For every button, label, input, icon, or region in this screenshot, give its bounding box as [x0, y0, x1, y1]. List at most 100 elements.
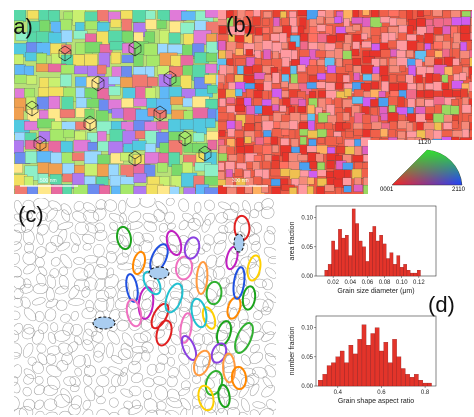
y-axis-label: number fraction	[289, 327, 296, 376]
x-tick-label: 0.04	[344, 280, 356, 286]
unit-cell-icon	[91, 75, 105, 92]
panel-label-d: (d)	[428, 292, 455, 317]
x-tick-label: 0.12	[413, 280, 425, 286]
highlighted-grain	[92, 316, 116, 330]
histogram-bar	[345, 235, 349, 277]
unit-cell-icon	[128, 150, 142, 167]
panel-label-a: (a)	[14, 14, 33, 39]
histogram-bar	[399, 267, 404, 277]
histogram-bar	[374, 327, 380, 387]
histogram-bar	[327, 264, 332, 277]
histogram-bar	[418, 380, 423, 387]
unit-cell-icon	[58, 45, 72, 62]
histogram-bar	[375, 240, 380, 277]
histogram-bar	[406, 270, 411, 277]
histogram-bar	[386, 258, 390, 277]
histogram-bar	[422, 382, 428, 387]
ipf-label-top: 11̅2̅0	[418, 140, 431, 146]
x-axis-label: Grain shape aspect ratio	[338, 398, 414, 405]
histogram-bar	[372, 226, 377, 277]
panel-label-c: (c)	[18, 202, 44, 227]
panel-c-grain-outline: (c)	[14, 198, 276, 415]
highlighted-grain	[233, 233, 245, 253]
aspect-ratio-histogram: 0.4 0.6 0.8 0.00 0.05 0.10 Grain shape aspect …	[289, 315, 437, 405]
y-tick-label: 0.00	[301, 274, 313, 280]
y-tick-label: 0.05	[301, 355, 313, 361]
histogram-bar	[369, 232, 373, 277]
histogram-bar	[348, 255, 353, 277]
histogram-bar	[335, 356, 341, 387]
histogram-bar	[362, 246, 366, 277]
x-tick-label: 0.10	[396, 280, 408, 286]
unit-cell-icon	[83, 115, 97, 132]
scale-bar-label: 500 nm	[40, 178, 57, 184]
unit-cell-icon	[128, 40, 142, 57]
histogram-bar	[339, 350, 345, 387]
histogram-bar	[322, 374, 327, 387]
grain-size-histogram: 0.02 0.04 0.06 0.08 0.10 0.12 0.00 0.05 0.10 Grai…	[289, 205, 437, 295]
histogram-bar	[348, 345, 354, 387]
histogram-bar	[365, 261, 370, 277]
histogram-bar	[326, 365, 332, 387]
x-tick-label: 0.06	[362, 280, 374, 286]
unit-cell-icon	[25, 100, 39, 117]
histogram-bar	[379, 350, 384, 387]
unit-cell-icon	[163, 70, 177, 87]
grain-outline-drawing	[14, 198, 276, 415]
histogram-bar	[358, 240, 363, 277]
histogram-bar	[318, 380, 323, 387]
panel-label-b: (b)	[226, 12, 253, 37]
histogram-bar	[331, 362, 336, 387]
histogram-bar	[417, 270, 421, 277]
unit-cell-icon	[153, 105, 167, 122]
panel-a-ebsd-map: 500 nm (a)	[14, 10, 226, 194]
unit-cell-icon	[198, 145, 212, 162]
histogram-bar	[355, 223, 359, 277]
y-axis-label: area fraction	[289, 221, 296, 260]
histogram-bar	[401, 368, 406, 387]
histogram-bar	[351, 208, 356, 277]
scale-bar-label: 300 nm	[232, 178, 249, 184]
histogram-bar	[382, 243, 387, 277]
x-tick-label: 0.6	[377, 390, 386, 396]
x-tick-label: 0.4	[334, 390, 343, 396]
histogram-bar	[405, 374, 410, 387]
histogram-bar	[353, 353, 358, 387]
histogram-bar	[383, 342, 389, 387]
x-axis-label: Grain size diameter (μm)	[337, 288, 414, 295]
histogram-bar	[393, 264, 397, 277]
x-tick-label: 0.8	[421, 390, 430, 396]
histogram-bar	[361, 324, 367, 387]
histogram-bar	[396, 255, 401, 277]
unit-cell-icon	[178, 130, 192, 147]
histogram-bar	[389, 252, 394, 277]
ipf-label-right: 2110	[452, 187, 465, 193]
ipf-color-key: 11̅2̅0 0001 2110	[380, 140, 472, 195]
y-tick-label: 0.00	[301, 384, 313, 390]
y-tick-label: 0.05	[301, 245, 313, 251]
histogram-bar	[338, 229, 342, 277]
histogram-bar	[324, 270, 329, 277]
histogram-bar	[413, 272, 418, 277]
ebsd-map-b	[218, 10, 472, 194]
x-tick-label: 0.08	[379, 280, 391, 286]
histogram-bar	[409, 377, 415, 387]
histogram-bar	[387, 362, 393, 387]
histogram-bar	[410, 272, 414, 277]
histogram-bar	[357, 339, 362, 387]
histogram-bar	[396, 356, 402, 387]
histogram-bar	[414, 374, 419, 387]
ipf-label-left: 0001	[380, 187, 394, 193]
unit-cell-icon	[33, 135, 47, 152]
histogram-bar	[392, 339, 397, 387]
histogram-bar	[344, 362, 349, 387]
y-tick-label: 0.10	[301, 326, 313, 332]
panel-b-ebsd-map: 300 nm (b)	[218, 10, 472, 194]
histogram-bar	[379, 235, 383, 277]
ebsd-map-a	[14, 10, 226, 194]
highlighted-grain	[148, 266, 170, 280]
histogram-bar	[370, 333, 375, 387]
histogram-bar	[341, 237, 346, 277]
histogram-bar	[427, 382, 432, 387]
histogram-bar	[403, 264, 407, 277]
